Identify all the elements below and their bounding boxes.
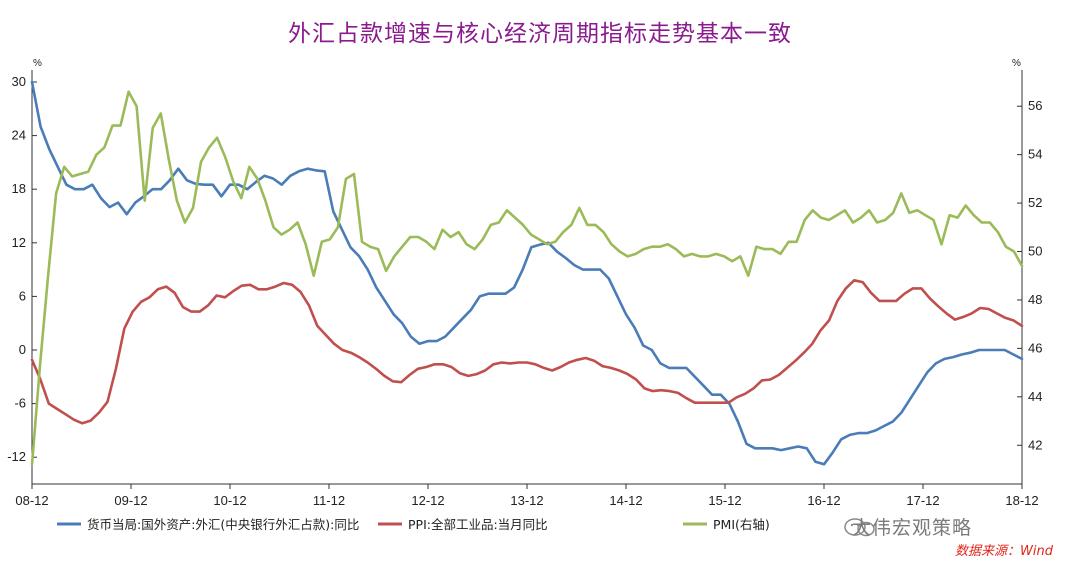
right-tick-label: 48 xyxy=(1028,292,1042,307)
wechat-logo-icon xyxy=(844,518,875,537)
left-axis-unit: % xyxy=(33,58,42,69)
chart-title: 外汇占款增速与核心经济周期指标走势基本一致 xyxy=(288,21,792,47)
left-tick-label: 0 xyxy=(19,342,26,357)
x-tick-label: 12-12 xyxy=(411,493,444,508)
legend-label-1: 货币当局:国外资产:外汇(中央银行外汇占款):同比 xyxy=(87,517,359,532)
x-tick-label: 13-12 xyxy=(510,493,543,508)
left-tick-label: 6 xyxy=(19,288,26,303)
series-layer xyxy=(30,80,1024,466)
x-tick-label: 08-12 xyxy=(15,493,48,508)
x-tick-label: 15-12 xyxy=(708,493,741,508)
data-source-note: 数据来源：Wind xyxy=(955,544,1053,559)
legend: 货币当局:国外资产:外汇(中央银行外汇占款):同比 PPI:全部工业品:当月同比 P… xyxy=(57,517,770,532)
right-tick-label: 42 xyxy=(1028,437,1042,452)
axes-layer: % % 30 24 18 12 6 0 -6 -12 56 54 52 50 48 46 44 42 08-12 09… xyxy=(7,58,1042,508)
left-tick-label: -12 xyxy=(7,449,26,464)
x-tick-label: 14-12 xyxy=(609,493,642,508)
x-tick-label: 16-12 xyxy=(807,493,840,508)
right-tick-label: 56 xyxy=(1028,98,1042,113)
series-line-1 xyxy=(30,80,1024,466)
left-tick-label: 30 xyxy=(12,74,26,89)
series-line-2 xyxy=(30,278,1024,425)
right-tick-label: 54 xyxy=(1028,147,1042,162)
left-tick-label: 18 xyxy=(12,181,26,196)
right-tick-label: 44 xyxy=(1028,389,1042,404)
right-tick-label: 46 xyxy=(1028,340,1042,355)
left-tick-label: 12 xyxy=(12,235,26,250)
right-axis-unit: % xyxy=(1012,58,1021,69)
watermark-text: 大伟宏观策略 xyxy=(852,517,973,539)
legend-label-3: PMI(右轴) xyxy=(713,517,770,532)
left-tick-label: -6 xyxy=(14,396,26,411)
right-tick-label: 50 xyxy=(1028,244,1042,259)
x-tick-label: 10-12 xyxy=(213,493,246,508)
x-tick-label: 11-12 xyxy=(313,493,345,508)
x-tick-label: 17-12 xyxy=(906,493,939,508)
series-line-3 xyxy=(30,90,1024,466)
left-tick-label: 24 xyxy=(12,128,26,143)
x-tick-label: 09-12 xyxy=(114,493,147,508)
x-tick-label: 18-12 xyxy=(1005,493,1038,508)
right-tick-label: 52 xyxy=(1028,195,1042,210)
legend-label-2: PPI:全部工业品:当月同比 xyxy=(408,517,548,532)
